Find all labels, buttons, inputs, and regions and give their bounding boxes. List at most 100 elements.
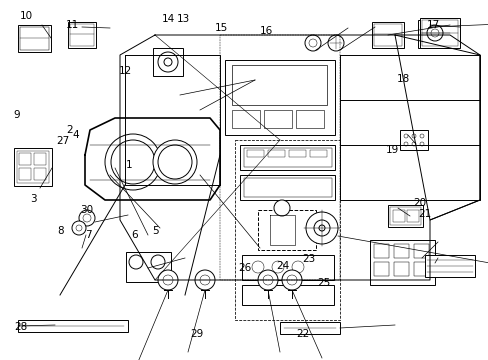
Text: 7: 7 (85, 230, 92, 240)
Text: 1: 1 (126, 160, 133, 170)
Bar (34, 168, 46, 180)
Text: 21: 21 (417, 209, 430, 219)
Text: 15: 15 (214, 23, 227, 33)
Circle shape (411, 142, 415, 146)
Bar (18, 25, 51, 52)
Bar (18, 320, 128, 332)
Bar (224, 60, 334, 135)
Bar (246, 150, 264, 157)
Circle shape (195, 270, 215, 290)
Circle shape (308, 39, 316, 47)
Text: 14: 14 (162, 14, 175, 24)
Bar (406, 210, 418, 222)
Bar (68, 22, 96, 48)
Bar (288, 150, 305, 157)
Circle shape (286, 275, 296, 285)
Bar (17, 151, 49, 183)
Circle shape (158, 145, 192, 179)
Bar (373, 262, 388, 276)
Bar (258, 210, 315, 250)
Bar (280, 322, 339, 334)
Bar (399, 130, 427, 150)
Circle shape (79, 210, 95, 226)
Text: 19: 19 (386, 145, 399, 156)
Bar (389, 207, 420, 225)
Bar (126, 252, 171, 282)
Circle shape (151, 255, 164, 269)
Bar (421, 20, 457, 46)
Circle shape (129, 255, 142, 269)
Circle shape (403, 142, 407, 146)
Circle shape (313, 220, 329, 236)
Text: 2: 2 (66, 125, 73, 135)
Bar (393, 262, 408, 276)
Text: 10: 10 (20, 11, 33, 21)
Text: 9: 9 (14, 110, 20, 120)
Text: 12: 12 (119, 66, 132, 76)
Bar (295, 110, 324, 128)
Bar (244, 178, 331, 197)
Text: 3: 3 (30, 194, 37, 204)
Circle shape (271, 261, 284, 273)
Text: 23: 23 (302, 254, 315, 264)
Bar (369, 240, 434, 285)
Circle shape (163, 275, 173, 285)
Text: 28: 28 (15, 321, 28, 332)
Bar (231, 65, 326, 105)
Bar (392, 210, 404, 222)
Text: 13: 13 (176, 14, 190, 24)
Bar (267, 150, 285, 157)
Text: 17: 17 (426, 20, 439, 30)
Circle shape (251, 261, 264, 273)
Circle shape (105, 134, 161, 190)
Circle shape (153, 140, 197, 184)
Bar (417, 20, 452, 48)
Bar (393, 244, 408, 258)
Text: 30: 30 (81, 204, 93, 215)
Bar (242, 285, 333, 305)
Bar (20, 27, 49, 50)
Circle shape (83, 214, 91, 222)
Bar (413, 244, 428, 258)
Bar (387, 205, 422, 227)
Circle shape (76, 225, 82, 231)
Bar (413, 262, 428, 276)
Circle shape (419, 134, 423, 138)
Bar (240, 145, 334, 170)
Bar (19, 168, 31, 180)
Text: 18: 18 (396, 74, 409, 84)
Bar (244, 148, 331, 167)
Bar (231, 110, 260, 128)
Bar (424, 255, 474, 277)
Circle shape (158, 52, 178, 72)
Circle shape (263, 275, 272, 285)
Bar (70, 24, 94, 46)
Circle shape (291, 261, 304, 273)
Circle shape (419, 142, 423, 146)
Text: 8: 8 (58, 226, 64, 236)
Circle shape (426, 25, 442, 41)
Circle shape (200, 275, 209, 285)
Circle shape (305, 35, 320, 51)
Text: 27: 27 (56, 136, 69, 146)
Text: 5: 5 (152, 226, 159, 236)
Circle shape (327, 35, 343, 51)
Circle shape (411, 134, 415, 138)
Circle shape (282, 270, 302, 290)
Text: 20: 20 (412, 198, 426, 208)
Circle shape (273, 200, 289, 216)
Circle shape (305, 212, 337, 244)
Bar (240, 175, 334, 200)
Bar (14, 148, 52, 186)
Text: 29: 29 (190, 329, 203, 339)
Circle shape (158, 270, 178, 290)
Circle shape (430, 29, 438, 37)
Circle shape (72, 221, 86, 235)
Bar (373, 244, 388, 258)
Text: 11: 11 (65, 20, 79, 30)
Bar (371, 22, 403, 48)
Text: 22: 22 (296, 329, 309, 339)
Bar (264, 110, 291, 128)
Bar (373, 24, 401, 46)
Bar (153, 48, 183, 76)
